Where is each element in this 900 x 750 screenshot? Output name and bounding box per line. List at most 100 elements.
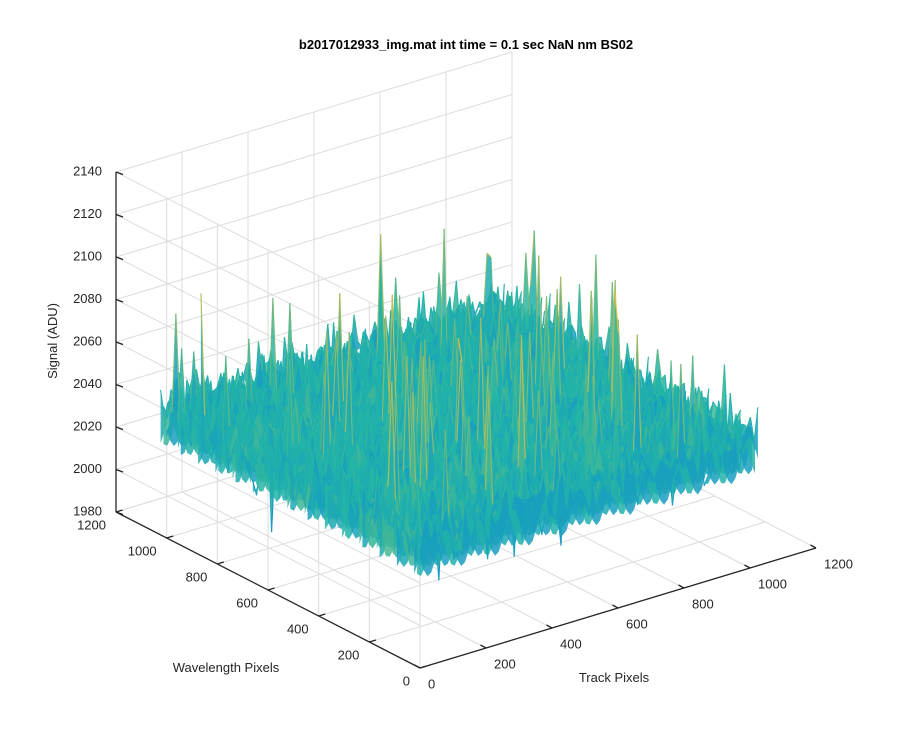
surface-segment	[447, 334, 453, 356]
surface-segment	[248, 338, 254, 412]
surface-segment	[529, 230, 535, 287]
surface-segment	[470, 333, 476, 340]
surface-segment	[233, 367, 239, 388]
surface-segment	[317, 377, 323, 396]
surface-segment	[426, 350, 431, 357]
surface-segment	[267, 382, 273, 392]
surface-strip	[183, 272, 522, 455]
surface-segment	[276, 384, 281, 393]
grid-line	[115, 171, 421, 329]
surface-segment	[414, 297, 420, 338]
surface-segment	[486, 334, 491, 337]
surface-segment	[296, 395, 302, 405]
surface-segment	[217, 381, 223, 386]
surface-segment	[493, 309, 498, 313]
surface-segment	[218, 426, 224, 435]
surface-segment	[280, 379, 285, 392]
surface-segment	[365, 334, 371, 345]
surface-segment	[458, 317, 464, 337]
surface-segment	[186, 392, 192, 396]
surface-segment	[290, 389, 296, 402]
surface-segment	[261, 370, 267, 394]
surface-segment	[511, 322, 517, 335]
grid-line	[318, 495, 715, 617]
surface-segment	[304, 379, 310, 403]
surface-segment	[268, 400, 273, 407]
surface-segment	[415, 334, 421, 340]
surface-segment	[264, 400, 270, 406]
surface-segment	[315, 373, 320, 383]
surface-segment	[206, 430, 211, 445]
grid-line	[115, 94, 513, 215]
surface-segment	[454, 304, 459, 316]
surface-segment	[218, 405, 224, 417]
surface-segment	[429, 353, 435, 357]
grid-line	[115, 426, 421, 584]
grid-line	[369, 521, 766, 643]
surface-segment	[380, 234, 385, 342]
surface-segment	[398, 432, 403, 435]
surface-segment	[193, 408, 199, 418]
surface-segment	[473, 367, 478, 370]
surface-segment	[229, 422, 234, 428]
surface-segment	[411, 338, 417, 358]
surface-segment	[229, 429, 235, 446]
surface-segment	[300, 381, 306, 389]
surface-segment	[432, 330, 438, 340]
surface-segment	[531, 303, 536, 330]
surface-segment	[503, 290, 509, 317]
surface-segment	[475, 314, 481, 321]
surface-segment	[434, 272, 440, 340]
surface-segment	[297, 357, 303, 385]
surface-segment	[484, 333, 490, 348]
grid-line	[115, 179, 513, 300]
surface-segment	[241, 417, 247, 431]
surface-segment	[518, 303, 524, 310]
surface-segment	[489, 310, 495, 337]
surface-segment	[193, 351, 199, 404]
surface-segment	[370, 321, 376, 338]
grid-line	[115, 469, 421, 626]
surface-segment	[376, 234, 382, 361]
surface-plot	[160, 228, 759, 581]
surface-segment	[354, 348, 360, 361]
grid-line	[115, 136, 513, 258]
surface-segment	[492, 291, 498, 296]
surface-segment	[482, 253, 488, 317]
surface-segment	[189, 351, 195, 410]
surface-segment	[520, 326, 525, 336]
surface-segment	[188, 403, 194, 409]
surface-segment	[289, 303, 295, 395]
surface-segment	[200, 293, 206, 416]
surface-segment	[316, 346, 322, 352]
surface-segment	[293, 357, 299, 387]
surface-segment	[330, 343, 336, 366]
surface-segment	[237, 417, 243, 425]
surface-segment	[349, 314, 355, 360]
surface-segment	[420, 322, 426, 337]
surface-segment	[448, 309, 454, 315]
surface-segment	[470, 314, 476, 326]
surface-segment	[462, 296, 468, 379]
surface-segment	[232, 440, 237, 455]
surface-segment	[321, 356, 326, 364]
surface-segment	[428, 321, 434, 329]
surface-segment	[181, 348, 186, 416]
surface-segment	[220, 437, 226, 445]
surface-segment	[185, 399, 191, 440]
surface-segment	[366, 345, 372, 374]
surface-segment	[446, 312, 451, 316]
surface-segment	[433, 351, 438, 355]
surface-segment	[275, 459, 280, 461]
surface-segment	[379, 364, 384, 370]
surface-segment	[271, 411, 277, 418]
surface-segment	[367, 388, 373, 394]
grid-line	[115, 221, 513, 343]
surface-segment	[313, 377, 319, 403]
surface-segment	[461, 329, 467, 341]
surface-segment	[298, 384, 303, 395]
surface-segment	[257, 341, 263, 371]
surface-segment	[285, 303, 291, 398]
surface-segment	[436, 357, 442, 369]
